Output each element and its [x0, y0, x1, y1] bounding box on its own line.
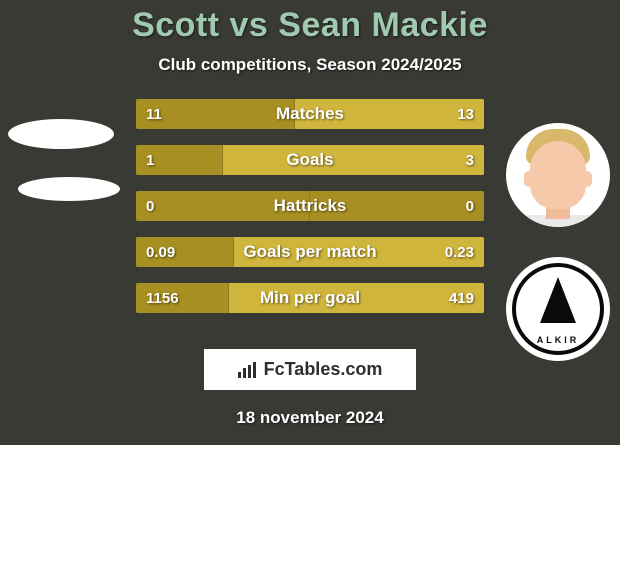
- watermark: FcTables.com: [204, 349, 417, 390]
- stats-rows: 1113Matches 13Goals 00Hattricks 0.090.23Goa…: [136, 99, 484, 329]
- stat-label: Hattricks: [136, 191, 484, 221]
- watermark-text: FcTables.com: [264, 359, 383, 379]
- stat-row: 1156419Min per goal: [136, 283, 484, 313]
- stat-label: Goals per match: [136, 237, 484, 267]
- stat-label: Min per goal: [136, 283, 484, 313]
- stat-row: 13Goals: [136, 145, 484, 175]
- stat-label: Matches: [136, 99, 484, 129]
- club-badge-text: ALKIR: [516, 335, 600, 345]
- comparison-card: Scott vs Sean Mackie Club competitions, …: [0, 0, 620, 445]
- right-player-photo: [506, 123, 610, 227]
- card-footer: FcTables.com 18 november 2024: [0, 349, 620, 428]
- card-date: 18 november 2024: [0, 408, 620, 428]
- stat-row: 00Hattricks: [136, 191, 484, 221]
- card-body: ALKIR 1113Matches13Goals00Hattricks0.090…: [0, 99, 620, 339]
- card-title: Scott vs Sean Mackie: [0, 6, 620, 45]
- left-player-photo-placeholder: [8, 119, 114, 149]
- stat-row: 1113Matches: [136, 99, 484, 129]
- stat-label: Goals: [136, 145, 484, 175]
- generic-face-icon: [506, 123, 610, 227]
- card-subtitle: Club competitions, Season 2024/2025: [0, 55, 620, 75]
- bars-icon: [238, 362, 258, 378]
- right-club-badge: ALKIR: [506, 257, 610, 361]
- club-badge-icon: ALKIR: [512, 263, 604, 355]
- stat-row: 0.090.23Goals per match: [136, 237, 484, 267]
- left-club-badge-placeholder: [18, 177, 120, 201]
